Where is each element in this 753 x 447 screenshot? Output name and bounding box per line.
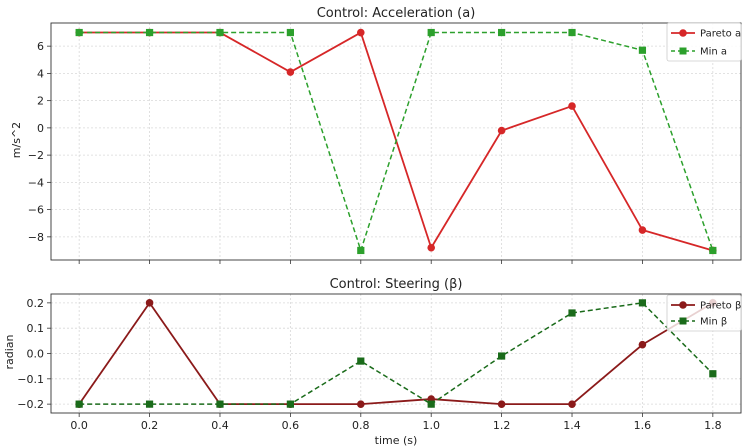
steering-x-tick-label: 1.6 [634,419,652,432]
acceleration-point-pareto-a [356,28,365,37]
acceleration-point-pareto-a [497,126,506,135]
acceleration-point-min-a [216,28,224,37]
acceleration-point-min-a [709,246,717,255]
steering-y-tick-label: −0.1 [17,373,44,386]
acceleration-series-line-min-a [79,31,714,252]
legend-label-pareto-beta: Pareto β [700,301,741,312]
steering-y-axis-label: radian [3,334,16,369]
acceleration-y-tick-label: −8 [28,231,44,244]
steering-point-min [709,370,717,378]
steering-point-pareto [638,340,647,349]
steering-x-tick-label: 0.6 [282,419,300,432]
steering-point-min [75,400,83,408]
acceleration-point-pareto-a [427,243,436,252]
steering-x-tick-label: 0.2 [141,419,159,432]
acceleration-y-tick-label: −4 [28,176,44,189]
acceleration-point-min-a [568,28,576,37]
acceleration-plot-frame [50,22,742,261]
acceleration-point-pareto-a [286,68,295,76]
steering-y-tick-label: 0.1 [27,322,45,335]
steering-point-pareto [497,400,506,408]
acceleration-y-tick-label: −6 [28,204,44,217]
steering-x-tick-label: 0.4 [211,419,229,432]
steering-title: Control: Steering (β) [330,277,463,292]
steering-point-min [568,309,576,317]
steering-point-min [638,299,647,307]
acceleration-point-min-a [286,28,294,37]
acceleration-y-tick-label: 2 [37,95,44,108]
legend-label-min-beta: Min β [700,317,727,328]
acceleration-point-min-a [498,28,506,37]
steering-point-min [357,357,365,365]
legend-marker-min-a [679,47,687,55]
legend-marker-pareto-beta [679,301,687,309]
steering-y-tick-label: 0.0 [27,348,45,361]
acceleration-y-tick-label: 4 [37,67,44,80]
acceleration-point-min-a [145,28,154,37]
steering-point-min [427,400,435,408]
acceleration-panel: Control: Acceleration (a) m/s^2 6 4 2 0 −2 −4… [10,6,742,264]
legend-label-min-a: Min a [700,47,727,58]
acceleration-point-min-a [427,28,435,37]
steering-panel: Control: Steering (β) radian time (s) 0.… [3,277,742,447]
steering-point-min [286,400,294,408]
acceleration-title: Control: Acceleration (a) [317,6,476,21]
steering-x-tick-label: 1.4 [563,419,581,432]
acceleration-legend: Pareto a Min a [666,22,742,62]
acceleration-point-pareto-a [638,226,647,234]
steering-point-pareto [568,400,576,408]
steering-x-tick-label: 1.2 [493,419,511,432]
steering-point-pareto [356,400,365,408]
legend-label-pareto-a: Pareto a [700,29,741,40]
steering-x-tick-label: 1.8 [704,419,722,432]
acceleration-y-axis-label: m/s^2 [10,122,23,158]
steering-series-line-min [79,302,714,405]
steering-plot-frame [50,293,742,414]
steering-y-tick-label: 0.2 [27,297,45,310]
acceleration-y-tick-label: 0 [37,122,44,135]
legend-marker-min-beta [679,317,687,325]
steering-point-min [145,400,154,408]
acceleration-point-min-a [75,28,83,37]
acceleration-point-min-a [638,46,647,54]
acceleration-point-min-a [357,246,365,255]
acceleration-y-tick-label: 6 [37,40,44,53]
acceleration-y-tick-label: −2 [28,149,44,162]
steering-y-tick-label: −0.2 [17,398,44,411]
steering-series-line-pareto [78,301,714,406]
steering-point-pareto [145,299,154,307]
legend-marker-pareto-a [679,29,687,37]
steering-point-min [498,352,506,360]
time-x-axis-label: time (s) [375,434,418,447]
steering-point-min [216,400,224,408]
steering-x-tick-label: 0.0 [70,419,88,432]
steering-x-tick-label: 0.8 [352,419,370,432]
steering-x-tick-label: 1.0 [422,419,440,432]
acceleration-point-pareto-a [568,102,576,110]
steering-legend: Pareto β Min β [666,294,742,332]
